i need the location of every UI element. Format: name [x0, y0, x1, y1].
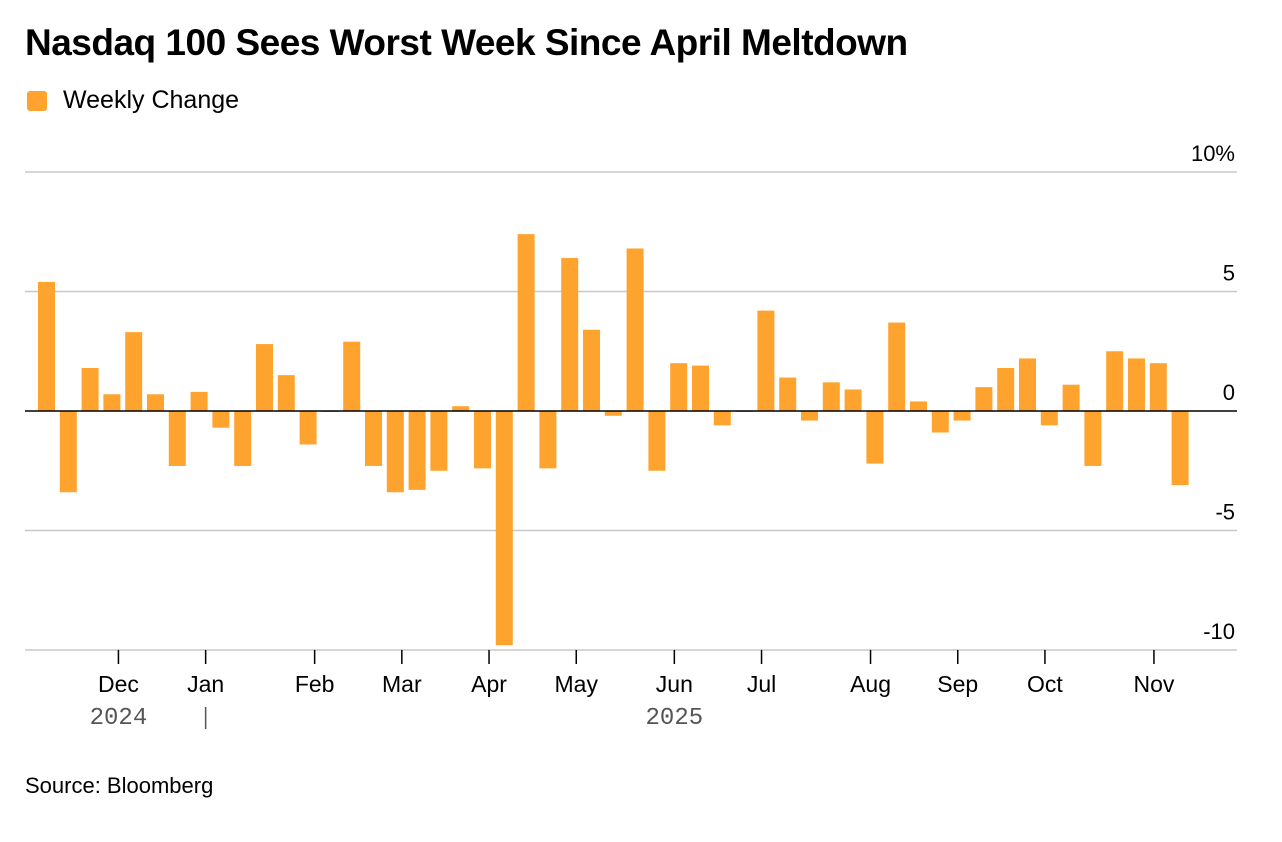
- x-tick-label: Jan: [187, 671, 224, 697]
- year-label: 2024: [90, 705, 148, 732]
- x-tick-label: Jun: [656, 671, 693, 697]
- bar: [1171, 411, 1189, 486]
- y-tick-label: -5: [1215, 500, 1235, 525]
- legend-swatch-weekly-change: [27, 90, 47, 111]
- bar: [888, 322, 906, 411]
- bar: [1106, 351, 1124, 411]
- x-tick-label: Aug: [850, 671, 891, 697]
- y-tick-label: 5: [1223, 261, 1235, 286]
- x-tick-label: Jul: [747, 671, 776, 697]
- bar: [234, 411, 252, 466]
- bar: [692, 365, 709, 411]
- bar: [1019, 358, 1036, 411]
- bar: [81, 367, 99, 411]
- bar: [779, 377, 797, 411]
- bar: [299, 411, 317, 445]
- bar: [365, 411, 382, 466]
- legend-label-weekly-change: Weekly Change: [63, 86, 240, 114]
- y-tick-label: 10%: [1191, 141, 1235, 166]
- bar: [539, 411, 557, 469]
- chart-title: Nasdaq 100 Sees Worst Week Since April M…: [25, 22, 908, 63]
- bar: [975, 387, 993, 411]
- bar: [212, 411, 230, 428]
- bar: [256, 344, 273, 411]
- bar: [604, 411, 622, 416]
- bar: [517, 234, 535, 411]
- x-tick-label: Dec: [98, 671, 139, 697]
- bar: [1084, 411, 1102, 466]
- bar: [801, 411, 818, 421]
- bar: [1128, 358, 1145, 411]
- bar: [561, 258, 579, 411]
- x-tick-label: Feb: [295, 671, 335, 697]
- bar: [1040, 411, 1058, 426]
- bar: [343, 341, 361, 411]
- y-tick-label: 0: [1223, 380, 1235, 405]
- bar: [822, 382, 840, 411]
- x-tick-label: Nov: [1133, 671, 1174, 697]
- x-tick-label: Oct: [1027, 671, 1063, 697]
- x-tick-label: Sep: [937, 671, 978, 697]
- bar: [59, 411, 77, 493]
- bar: [997, 367, 1015, 411]
- bar: [452, 406, 470, 411]
- bar: [147, 394, 164, 411]
- bar: [190, 391, 208, 411]
- bar: [757, 310, 775, 411]
- bar: [168, 411, 186, 466]
- source-note: Source: Bloomberg: [25, 773, 214, 798]
- y-tick-label: -10: [1203, 619, 1235, 644]
- bar: [931, 411, 949, 433]
- bar: [648, 411, 666, 471]
- bar: [103, 394, 121, 411]
- bar: [626, 248, 644, 411]
- bar: [38, 281, 55, 411]
- year-label: 2025: [646, 705, 704, 732]
- bar: [866, 411, 884, 464]
- bar: [474, 411, 491, 469]
- bar: [670, 363, 688, 411]
- bar: [495, 411, 513, 646]
- bar: [125, 332, 143, 411]
- legend: Weekly Change: [27, 86, 239, 115]
- bar: [583, 329, 600, 411]
- bar: [430, 411, 448, 471]
- bar: [713, 411, 731, 426]
- bar: [1062, 384, 1080, 411]
- x-tick-label: Mar: [382, 671, 422, 697]
- bar: [1149, 363, 1167, 411]
- bar: [386, 411, 404, 493]
- x-tick-label: May: [555, 671, 599, 697]
- bar-chart: 10% 5 0 -5 -10 Dec Jan Feb Mar Apr May Jun Jul Aug Sep…: [25, 141, 1237, 732]
- bar: [910, 401, 927, 411]
- bar: [277, 375, 295, 411]
- bar: [953, 411, 971, 421]
- bar: [408, 411, 426, 490]
- x-tick-label: Apr: [471, 671, 507, 697]
- bar: [844, 389, 862, 411]
